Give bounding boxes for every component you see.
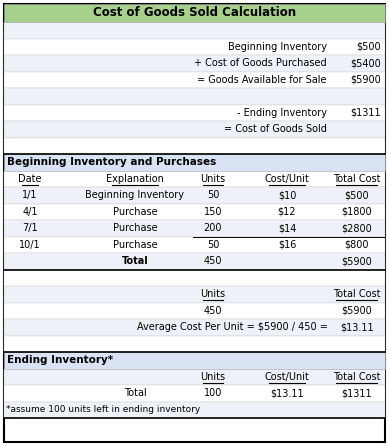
Text: Total: Total (124, 388, 146, 398)
Text: 1/1: 1/1 (22, 190, 38, 200)
Text: 450: 450 (204, 306, 222, 316)
Bar (4, 88, 385, 104)
Bar (4, 137, 385, 154)
Text: $16: $16 (278, 240, 296, 250)
Text: Units: Units (200, 372, 226, 382)
Bar (4, 401, 385, 418)
Text: Purchase: Purchase (113, 223, 157, 233)
Text: 4/1: 4/1 (22, 207, 38, 217)
Text: 50: 50 (207, 190, 219, 200)
Text: *assume 100 units left in ending inventory: *assume 100 units left in ending invento… (6, 405, 200, 414)
Text: = Cost of Goods Sold: = Cost of Goods Sold (224, 124, 327, 134)
Text: $500: $500 (356, 42, 381, 52)
Text: $13.11: $13.11 (340, 322, 374, 332)
Bar (4, 286, 385, 302)
Bar (4, 170, 385, 187)
Text: Units: Units (200, 174, 226, 184)
Text: Beginning Inventory and Purchases: Beginning Inventory and Purchases (7, 157, 216, 167)
Text: $500: $500 (345, 190, 369, 200)
Text: Explanation: Explanation (106, 174, 164, 184)
Bar (4, 335, 385, 352)
Text: $10: $10 (278, 190, 296, 200)
Text: 7/1: 7/1 (22, 223, 38, 233)
Text: $14: $14 (278, 223, 296, 233)
Text: Cost/Unit: Cost/Unit (265, 174, 309, 184)
Bar (4, 352, 385, 368)
Text: Total: Total (122, 256, 148, 266)
Text: Ending Inventory*: Ending Inventory* (7, 355, 113, 365)
Bar (4, 121, 385, 137)
Bar (4, 220, 385, 236)
Bar (4, 154, 385, 170)
Text: Average Cost Per Unit = $5900 / 450 =: Average Cost Per Unit = $5900 / 450 = (137, 322, 328, 332)
Text: $5900: $5900 (342, 256, 372, 266)
Bar (4, 368, 385, 385)
Text: + Cost of Goods Purchased: + Cost of Goods Purchased (194, 58, 327, 68)
Text: 100: 100 (204, 388, 222, 398)
Text: - Ending Inventory: - Ending Inventory (237, 108, 327, 118)
Text: $5400: $5400 (350, 58, 381, 68)
Text: Purchase: Purchase (113, 240, 157, 250)
Text: $800: $800 (345, 240, 369, 250)
Bar (4, 4, 385, 22)
Text: Units: Units (200, 289, 226, 299)
Text: Beginning Inventory: Beginning Inventory (228, 42, 327, 52)
Bar (4, 203, 385, 220)
Text: $2800: $2800 (342, 223, 372, 233)
Text: Cost of Goods Sold Calculation: Cost of Goods Sold Calculation (93, 7, 296, 20)
Text: Beginning Inventory: Beginning Inventory (86, 190, 184, 200)
Bar (4, 269, 385, 286)
Bar (4, 55, 385, 71)
Text: 10/1: 10/1 (19, 240, 41, 250)
Text: Total Cost: Total Cost (333, 174, 381, 184)
Text: 200: 200 (204, 223, 222, 233)
Bar (4, 302, 385, 319)
Text: = Goods Available for Sale: = Goods Available for Sale (198, 75, 327, 85)
Bar (4, 104, 385, 121)
Bar (4, 385, 385, 401)
Text: $13.11: $13.11 (270, 388, 304, 398)
Bar (4, 38, 385, 55)
Text: $1800: $1800 (342, 207, 372, 217)
Bar (4, 319, 385, 335)
Text: Cost/Unit: Cost/Unit (265, 372, 309, 382)
Text: Purchase: Purchase (113, 207, 157, 217)
Bar (4, 22, 385, 38)
Text: $5900: $5900 (350, 75, 381, 85)
Text: Total Cost: Total Cost (333, 289, 381, 299)
Bar (4, 71, 385, 88)
Text: $1311: $1311 (342, 388, 372, 398)
Text: 50: 50 (207, 240, 219, 250)
Bar (4, 253, 385, 269)
Bar (4, 187, 385, 203)
Text: 150: 150 (204, 207, 222, 217)
Text: $5900: $5900 (342, 306, 372, 316)
Text: Date: Date (18, 174, 42, 184)
Text: $1311: $1311 (350, 108, 381, 118)
Text: 450: 450 (204, 256, 222, 266)
Text: Total Cost: Total Cost (333, 372, 381, 382)
Bar (4, 236, 385, 253)
Text: $12: $12 (278, 207, 296, 217)
